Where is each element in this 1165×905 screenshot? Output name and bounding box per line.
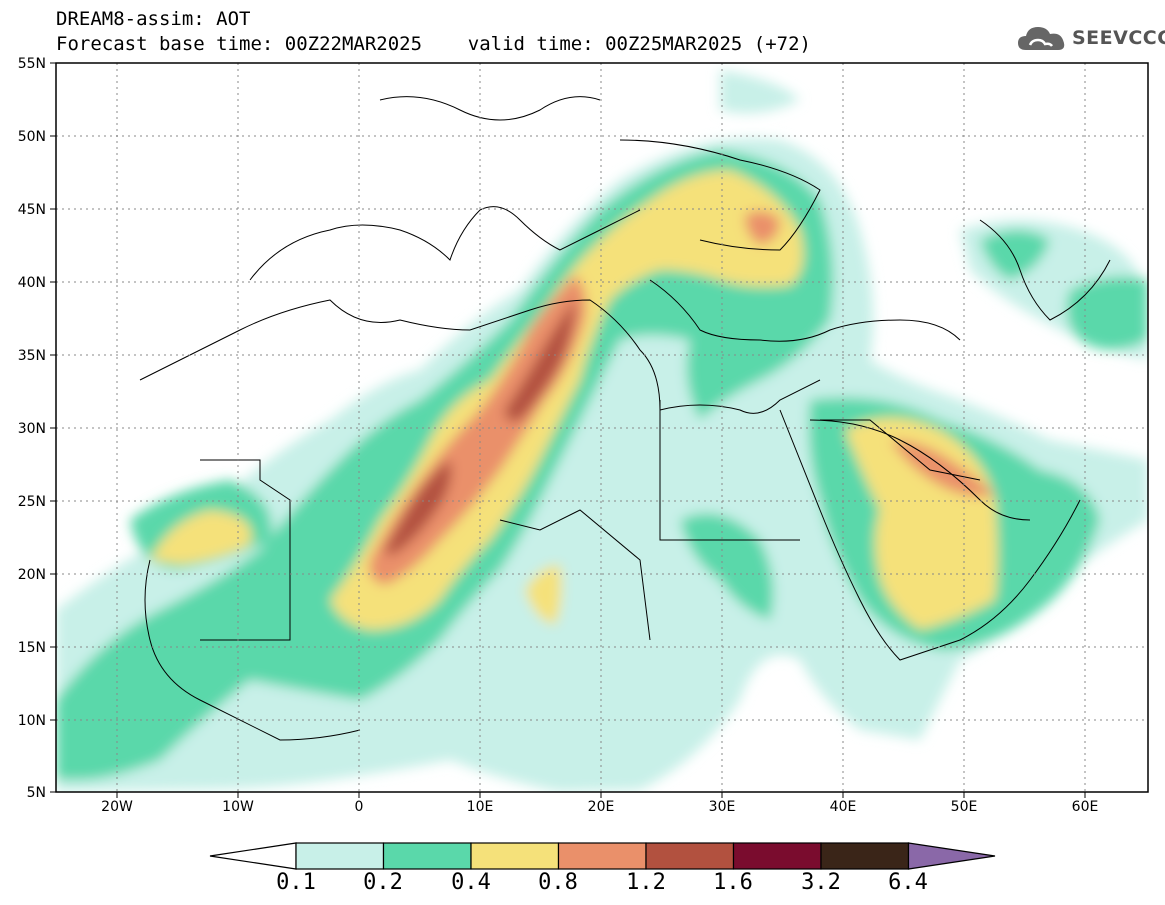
colorbar-min-arrow [209, 842, 297, 870]
colorbar-box [382, 842, 472, 870]
logo-text: SEEVCCC [1072, 27, 1165, 49]
lon-label: 20E [587, 799, 615, 815]
lat-label: 10N [17, 713, 46, 729]
forecast-times: Forecast base time: 00Z22MAR2025 valid t… [56, 33, 811, 55]
colorbar-box [732, 842, 822, 870]
colorbar-label: 0.4 [451, 870, 491, 895]
lat-label: 30N [17, 421, 46, 437]
graticule [56, 63, 1148, 792]
colorbar-label: 1.6 [713, 870, 753, 895]
colorbar-max-arrow [907, 842, 996, 870]
lon-label: 50E [950, 799, 978, 815]
lon-label: 20W [101, 799, 133, 815]
lat-label: 55N [17, 56, 46, 72]
colorbar-box [295, 842, 385, 870]
colorbar-box [470, 842, 560, 870]
lat-label: 35N [17, 348, 46, 364]
lat-label: 50N [17, 129, 46, 145]
lon-label: 10E [466, 799, 494, 815]
lat-label: 40N [17, 275, 46, 291]
lat-label: 20N [17, 567, 46, 583]
lon-label: 0 [354, 799, 364, 815]
map-title: DREAM8-assim: AOT [56, 8, 251, 30]
lat-label: 15N [17, 640, 46, 656]
colorbar-box [645, 842, 735, 870]
aot-level-1.2 [385, 300, 575, 555]
colorbar-box [557, 842, 647, 870]
colorbar-label: 0.2 [363, 870, 403, 895]
axis-ticks [50, 62, 1086, 798]
seevccc-logo: SEEVCCC [1016, 22, 1165, 54]
lon-label: 30E [708, 799, 736, 815]
colorbar-label: 0.1 [276, 870, 316, 895]
colorbar-label: 1.2 [626, 870, 666, 895]
colorbar-box [820, 842, 910, 870]
lon-label: 40E [829, 799, 857, 815]
lat-label: 25N [17, 494, 46, 510]
lon-label: 60E [1071, 799, 1099, 815]
lat-label: 5N [26, 785, 46, 801]
lat-label: 45N [17, 202, 46, 218]
coastlines [139, 96, 1111, 741]
cloud-icon [1018, 27, 1065, 50]
colorbar-label: 3.2 [801, 870, 841, 895]
colorbar-label: 6.4 [888, 870, 928, 895]
lon-label: 10W [222, 799, 254, 815]
colorbar-label: 0.8 [538, 870, 578, 895]
